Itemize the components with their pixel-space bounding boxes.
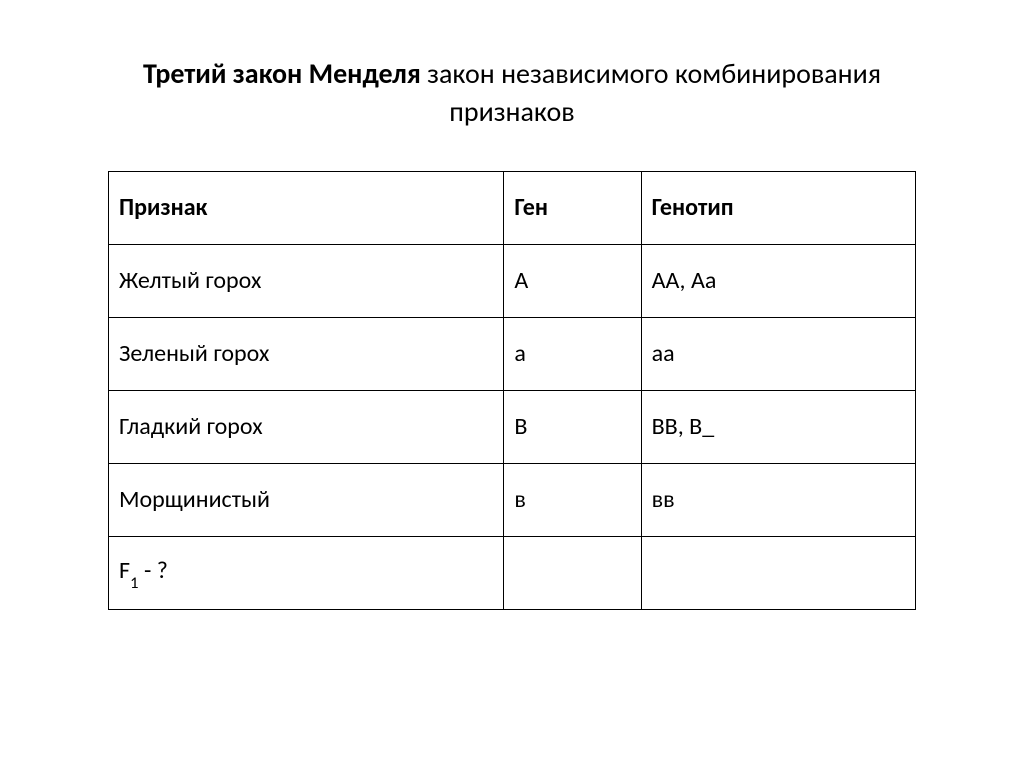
header-gene: Ген bbox=[504, 171, 641, 244]
cell-gene: А bbox=[504, 244, 641, 317]
cell-trait-f1: F1 - ? bbox=[109, 536, 504, 609]
table-row: Гладкий горох В ВВ, В_ bbox=[109, 390, 916, 463]
cell-genotype: аа bbox=[641, 317, 915, 390]
cell-gene: В bbox=[504, 390, 641, 463]
table-header-row: Признак Ген Генотип bbox=[109, 171, 916, 244]
header-genotype: Генотип bbox=[641, 171, 915, 244]
cell-genotype bbox=[641, 536, 915, 609]
cell-genotype: ВВ, В_ bbox=[641, 390, 915, 463]
f1-subscript: 1 bbox=[130, 572, 139, 593]
f1-prefix: F bbox=[119, 556, 130, 585]
table-container: Признак Ген Генотип Желтый горох А АА, А… bbox=[0, 171, 1024, 610]
cell-genotype: вв bbox=[641, 463, 915, 536]
cell-trait: Морщинистый bbox=[109, 463, 504, 536]
header-trait: Признак bbox=[109, 171, 504, 244]
table-row: Желтый горох А АА, Аа bbox=[109, 244, 916, 317]
f1-suffix: - ? bbox=[139, 556, 168, 585]
cell-genotype: АА, Аа bbox=[641, 244, 915, 317]
table-row: Морщинистый в вв bbox=[109, 463, 916, 536]
cell-gene: в bbox=[504, 463, 641, 536]
cell-gene: а bbox=[504, 317, 641, 390]
page-title: Третий закон Менделя закон независимого … bbox=[0, 55, 1024, 131]
title-bold-part: Третий закон Менделя bbox=[143, 56, 421, 91]
cell-trait: Гладкий горох bbox=[109, 390, 504, 463]
cell-trait: Зеленый горох bbox=[109, 317, 504, 390]
title-normal-part: закон независимого комбинирования призна… bbox=[421, 56, 881, 129]
genetics-table: Признак Ген Генотип Желтый горох А АА, А… bbox=[108, 171, 916, 610]
cell-gene bbox=[504, 536, 641, 609]
cell-trait: Желтый горох bbox=[109, 244, 504, 317]
table-row: F1 - ? bbox=[109, 536, 916, 609]
table-row: Зеленый горох а аа bbox=[109, 317, 916, 390]
